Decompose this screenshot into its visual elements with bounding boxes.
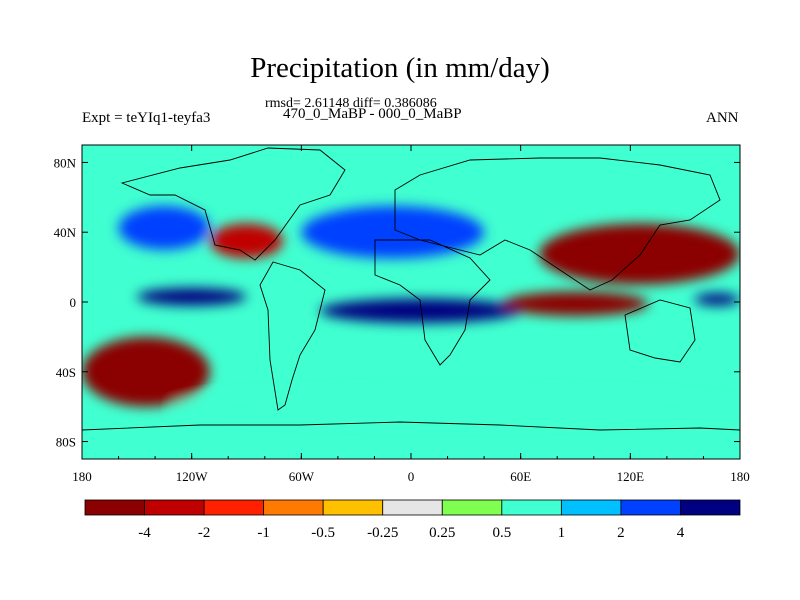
colorbar-swatch	[620, 499, 681, 516]
x-tick-label: 180	[72, 469, 92, 484]
x-tick-label: 120W	[176, 469, 209, 484]
colorbar-label: -4	[138, 525, 151, 541]
colorbar-swatch	[680, 499, 741, 516]
chart-subtitle: 470_0_MaBP - 000_0_MaBP	[283, 106, 462, 122]
map-region	[173, 389, 740, 425]
map-region	[301, 206, 485, 259]
map-region	[319, 298, 521, 323]
colorbar-label: -1	[257, 525, 270, 541]
chart-title: Precipitation (in mm/day)	[250, 52, 550, 84]
colorbar-swatch	[84, 499, 145, 516]
map-region	[136, 288, 247, 306]
colorbar-label: 1	[558, 525, 566, 541]
colorbar-swatch	[560, 499, 622, 516]
coastlines	[82, 147, 740, 431]
y-tick-label: 0	[70, 295, 77, 310]
colorbar-label: 2	[617, 525, 625, 541]
colorbar-swatch	[322, 499, 384, 516]
colorbar-swatch	[501, 499, 562, 516]
x-tick-label: 60W	[289, 469, 315, 484]
y-tick-label: 40S	[56, 365, 76, 380]
colorbar-label: -0.25	[367, 525, 398, 541]
colorbar-label: -2	[198, 525, 211, 541]
stats-text: rmsd= 2.61148 diff= 0.386086	[265, 96, 437, 111]
map-region	[82, 336, 210, 407]
colorbar-label: 0.25	[429, 525, 455, 541]
season-label: ANN	[706, 110, 739, 126]
x-tick-label: 180	[730, 469, 750, 484]
x-tick-label: 120E	[617, 469, 645, 484]
map-region	[694, 293, 740, 306]
colorbar-label: -0.5	[311, 525, 335, 541]
map-region	[538, 223, 740, 285]
map-region	[502, 291, 649, 316]
colorbar-swatch	[263, 499, 324, 516]
x-tick-label: 60E	[510, 469, 531, 484]
colorbar-swatch	[203, 499, 265, 516]
colorbar-label: 4	[677, 525, 685, 541]
colorbar-swatch	[441, 499, 503, 516]
map-region	[209, 223, 284, 259]
colorbar-swatch	[144, 499, 205, 516]
y-tick-label: 80S	[56, 435, 76, 450]
map-region	[118, 206, 210, 250]
x-tick-label: 0	[408, 469, 415, 484]
y-tick-label: 80N	[54, 155, 77, 170]
experiment-label: Expt = teYIq1-teyfa3	[82, 110, 211, 126]
colorbar-swatch	[382, 499, 443, 516]
y-tick-label: 40N	[54, 225, 77, 240]
colorbar-label: 0.5	[492, 525, 511, 541]
